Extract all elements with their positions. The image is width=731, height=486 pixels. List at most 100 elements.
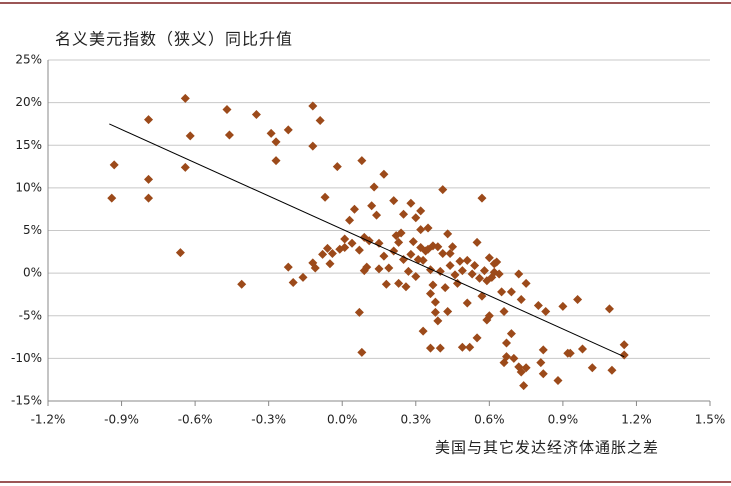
x-tick-label: 1.2% bbox=[621, 413, 652, 427]
scatter-point bbox=[470, 260, 480, 270]
scatter-point bbox=[499, 306, 509, 316]
scatter-point bbox=[374, 238, 384, 248]
scatter-point bbox=[455, 256, 465, 266]
scatter-point bbox=[433, 316, 443, 326]
scatter-point bbox=[457, 266, 467, 276]
scatter-point bbox=[332, 162, 342, 172]
scatter-point bbox=[465, 342, 475, 352]
scatter-point bbox=[308, 141, 318, 151]
y-tick-label: 5% bbox=[23, 223, 42, 237]
scatter-point bbox=[408, 237, 418, 247]
scatter-point bbox=[430, 307, 440, 317]
scatter-point bbox=[619, 350, 629, 360]
scatter-point bbox=[533, 301, 543, 311]
scatter-point bbox=[423, 223, 433, 233]
scatter-point bbox=[519, 381, 529, 391]
scatter-point bbox=[440, 283, 450, 293]
scatter-point bbox=[379, 169, 389, 179]
scatter-point bbox=[411, 272, 421, 282]
scatter-point bbox=[516, 367, 526, 377]
scatter-point bbox=[354, 245, 364, 255]
scatter-point bbox=[406, 198, 416, 208]
scatter-point bbox=[180, 93, 190, 103]
scatter-point bbox=[224, 130, 234, 140]
scatter-point bbox=[445, 260, 455, 270]
y-tick-label: 25% bbox=[15, 53, 42, 67]
scatter-point bbox=[411, 213, 421, 223]
scatter-point bbox=[310, 263, 320, 273]
scatter-point bbox=[345, 215, 355, 225]
scatter-point bbox=[435, 266, 445, 276]
scatter-point bbox=[266, 128, 276, 138]
scatter-point bbox=[516, 295, 526, 305]
scatter-point bbox=[438, 249, 448, 259]
scatter-point bbox=[425, 265, 435, 275]
scatter-point bbox=[553, 376, 563, 386]
scatter-point bbox=[475, 273, 485, 283]
scatter-point bbox=[452, 278, 462, 288]
scatter-point bbox=[364, 236, 374, 246]
scatter-point bbox=[271, 137, 281, 147]
scatter-point bbox=[144, 115, 154, 125]
x-tick-label: -0.9% bbox=[104, 413, 139, 427]
scatter-point bbox=[541, 306, 551, 316]
scatter-point bbox=[369, 182, 379, 192]
scatter-point bbox=[443, 306, 453, 316]
scatter-point bbox=[472, 333, 482, 343]
scatter-point bbox=[107, 193, 117, 203]
scatter-point bbox=[477, 193, 487, 203]
scatter-point bbox=[283, 262, 293, 272]
scatter-point bbox=[445, 249, 455, 259]
scatter-point bbox=[536, 358, 546, 368]
scatter-point bbox=[175, 248, 185, 258]
scatter-point bbox=[433, 242, 443, 252]
scatter-point bbox=[372, 210, 382, 220]
scatter-point bbox=[448, 242, 458, 252]
chart-title: 名义美元指数（狭义）同比升值 bbox=[55, 30, 293, 49]
scatter-point bbox=[472, 237, 482, 247]
scatter-point bbox=[354, 307, 364, 317]
scatter-point bbox=[347, 238, 357, 248]
scatter-point bbox=[538, 345, 548, 355]
y-tick-label: -10% bbox=[11, 351, 42, 365]
scatter-point bbox=[438, 185, 448, 195]
trend-line bbox=[109, 123, 625, 358]
x-tick-label: 0.3% bbox=[401, 413, 432, 427]
x-tick-label: -0.6% bbox=[178, 413, 213, 427]
scatter-point bbox=[109, 160, 119, 170]
scatter-point bbox=[430, 297, 440, 307]
scatter-point bbox=[521, 363, 531, 373]
x-tick-label: 0.9% bbox=[548, 413, 579, 427]
scatter-point bbox=[443, 229, 453, 239]
scatter-point bbox=[251, 110, 261, 120]
y-tick-label: -15% bbox=[11, 394, 42, 408]
scatter-point bbox=[381, 279, 391, 289]
y-tick-label: 20% bbox=[15, 95, 42, 109]
scatter-point bbox=[509, 353, 519, 363]
scatter-point bbox=[357, 347, 367, 357]
scatter-point bbox=[367, 201, 377, 211]
scatter-point bbox=[416, 206, 426, 216]
scatter-point bbox=[271, 156, 281, 166]
scatter-point bbox=[379, 251, 389, 261]
scatter-point bbox=[389, 196, 399, 206]
scatter-point bbox=[492, 257, 502, 267]
scatter-point bbox=[425, 343, 435, 353]
scatter-point bbox=[462, 298, 472, 308]
scatter-point bbox=[362, 262, 372, 272]
scatter-point bbox=[374, 264, 384, 274]
scatter-point bbox=[144, 174, 154, 184]
scatter-point bbox=[607, 365, 617, 375]
scatter-point bbox=[538, 369, 548, 379]
x-tick-label: 1.5% bbox=[695, 413, 726, 427]
scatter-point bbox=[349, 204, 359, 214]
scatter-point bbox=[288, 278, 298, 288]
scatter-point bbox=[418, 326, 428, 336]
scatter-point bbox=[283, 125, 293, 135]
scatter-point bbox=[450, 270, 460, 280]
scatter-point bbox=[501, 338, 511, 348]
scatter-point bbox=[506, 329, 516, 339]
scatter-point bbox=[180, 162, 190, 172]
scatter-point bbox=[323, 243, 333, 253]
scatter-point bbox=[484, 253, 494, 263]
